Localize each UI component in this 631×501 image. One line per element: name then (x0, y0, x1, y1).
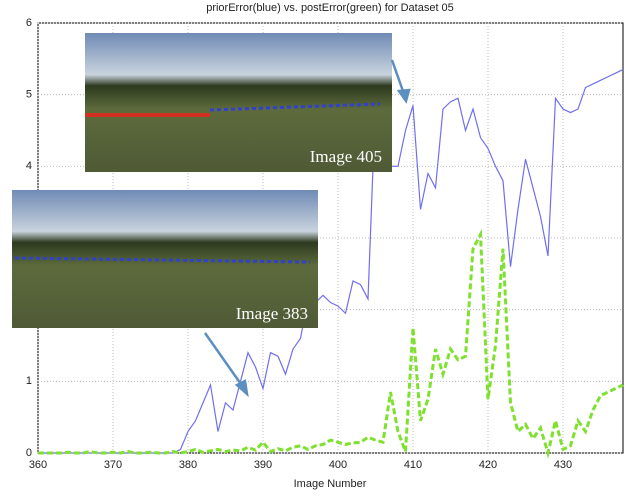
inset-label: Image 405 (310, 147, 382, 166)
x-tick-label: 400 (329, 459, 347, 471)
series-line (38, 228, 624, 459)
x-tick-label: 410 (404, 459, 422, 471)
y-tick-label: 5 (26, 89, 32, 101)
y-tick-label: 0 (26, 447, 32, 459)
x-tick-label: 380 (179, 459, 197, 471)
series-line (38, 69, 624, 454)
chart-title: priorError(blue) vs. postError(green) fo… (206, 2, 454, 14)
arrows (203, 59, 411, 398)
x-axis-label: Image Number (294, 478, 367, 490)
x-tick-label: 430 (554, 459, 572, 471)
x-tick-label: 390 (254, 459, 272, 471)
inset-label: Image 383 (236, 304, 308, 323)
y-tick-label: 1 (26, 375, 32, 387)
y-tick-label: 4 (26, 160, 32, 172)
x-tick-label: 420 (479, 459, 497, 471)
y-tick-label: 6 (26, 17, 32, 29)
x-tick-label: 360 (29, 459, 47, 471)
inset-405: Image 405 (85, 33, 392, 172)
inset-383: Image 383 (12, 190, 318, 328)
x-tick-label: 370 (104, 459, 122, 471)
